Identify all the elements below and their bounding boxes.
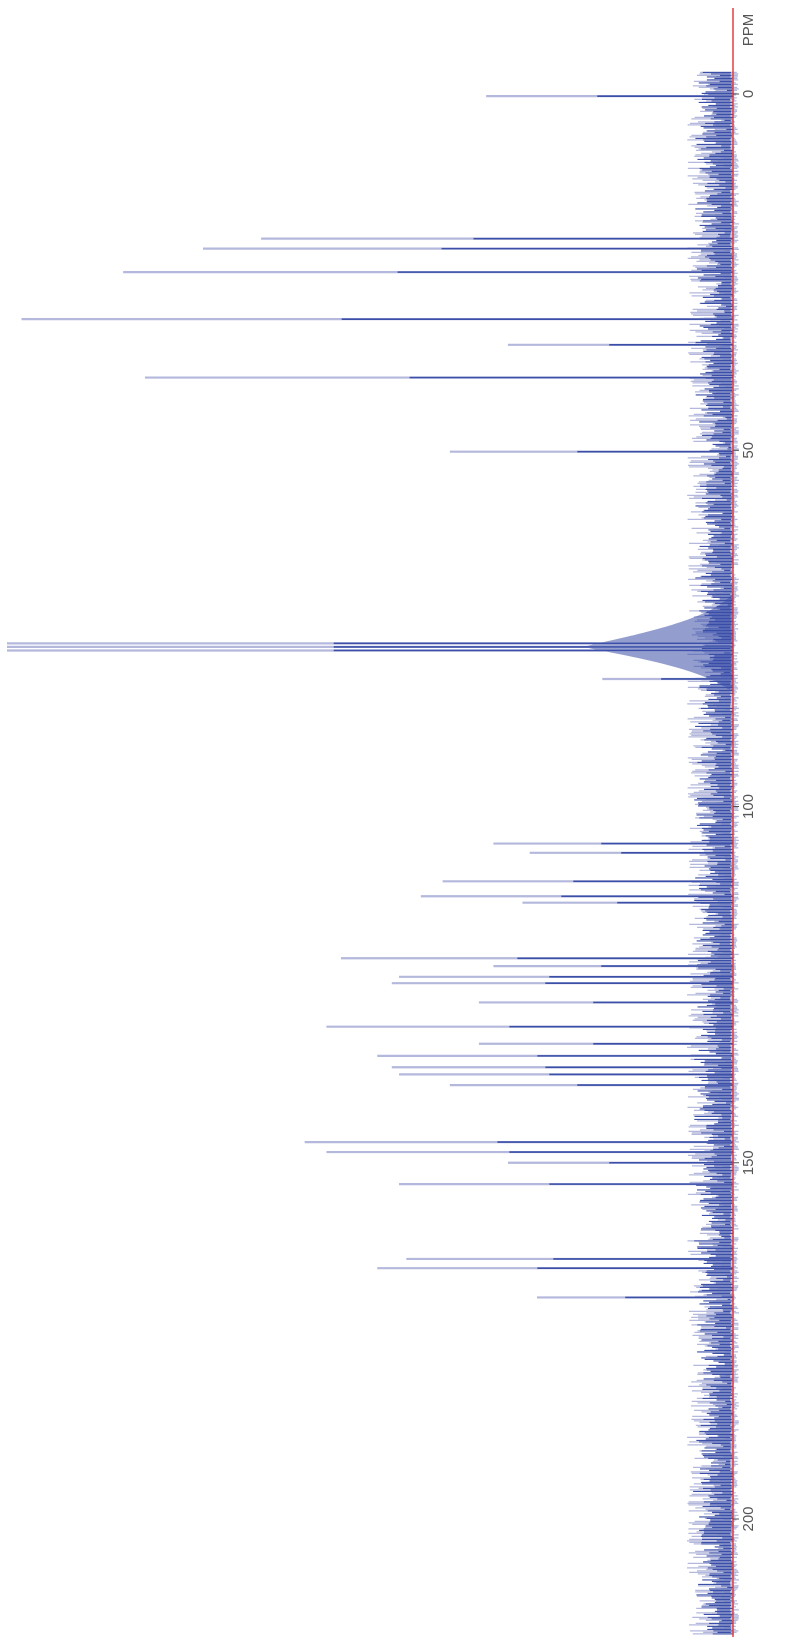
axis-ticks: 0 50 100 150 200 <box>733 90 757 1532</box>
tick-label: 50 <box>740 442 757 459</box>
baseline-noise <box>687 71 739 1635</box>
tick-label: 100 <box>740 794 757 819</box>
tick-label: 150 <box>740 1150 757 1175</box>
peaks-group <box>7 95 733 1299</box>
axis-label-ppm: PPM <box>740 14 757 47</box>
tick-label: 0 <box>740 90 757 98</box>
tick-label: 200 <box>740 1506 757 1531</box>
noise-dark <box>693 71 733 1635</box>
